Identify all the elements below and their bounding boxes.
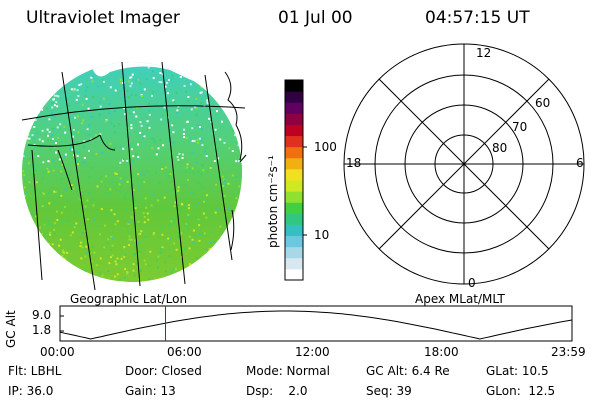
colorbar-tick-10: 10 [314,228,330,242]
colorbar-tick-100: 100 [314,140,337,154]
alt-xtick-0: 00:00 [40,345,75,359]
info-door: Door: Closed [125,364,202,378]
colorbar-segment [285,91,303,103]
mlat-label-60: 60 [535,96,551,110]
colorbar-segment [285,146,303,159]
colorbar-segment [285,180,303,192]
altitude-strip [59,305,573,342]
alt-xtick-3: 18:00 [424,345,459,359]
colorbar [284,79,304,281]
info-glat: GLat: 10.5 [486,364,549,378]
colorbar-segment [285,224,303,237]
colorbar-segment [285,157,303,170]
info-mode: Mode: Normal [246,364,330,378]
colorbar-segment [285,124,303,137]
colorbar-segment [285,168,303,181]
polar-plot [343,43,585,285]
colorbar-segment [285,235,303,248]
colorbar-segment [285,202,303,214]
info-seq: Seq: 39 [366,384,412,398]
alt-ylabel: GC Alt [4,310,18,348]
instrument-title: Ultraviolet Imager [26,8,180,28]
info-flt: Flt: LBHL [8,364,62,378]
colorbar-segment [285,246,303,259]
colorbar-segment [285,113,303,125]
mlat-label-80: 80 [492,141,508,155]
colorbar-label: photon cm⁻²s⁻¹ [266,155,280,248]
left-panel-caption: Geographic Lat/Lon [70,292,188,306]
info-ip: IP: 36.0 [8,384,54,398]
geographic-grid [21,61,247,291]
colorbar-segment [285,135,303,148]
alt-xtick-4: 23:59 [551,345,586,359]
colorbar-segment [285,213,303,225]
mlt-label-6: 6 [576,156,584,170]
info-gain: Gain: 13 [125,384,176,398]
uv-earth-image [21,61,247,291]
colorbar-border [284,79,304,281]
colorbar-segment [285,80,303,92]
alt-xtick-2: 12:00 [295,345,330,359]
colorbar-segment [285,257,303,270]
time-label: 04:57:15 UT [425,8,530,28]
colorbar-segment [285,102,303,114]
mlat-label-70: 70 [512,120,528,134]
info-gcalt: GC Alt: 6.4 Re [366,364,450,378]
polar-caption: Apex MLat/MLT [415,292,505,306]
alt-xtick-1: 06:00 [167,345,202,359]
date-label: 01 Jul 00 [278,8,353,28]
colorbar-segment [285,191,303,203]
mlt-label-0: 0 [468,276,476,290]
info-glon: GLon: 12.5 [486,384,556,398]
mlt-label-12: 12 [476,46,492,60]
alt-ytick-9: 9.0 [32,308,52,322]
colorbar-segment [285,268,303,281]
mlt-label-18: 18 [346,156,362,170]
info-dsp: Dsp: 2.0 [246,384,308,398]
alt-ytick-1: 1.8 [32,323,52,337]
